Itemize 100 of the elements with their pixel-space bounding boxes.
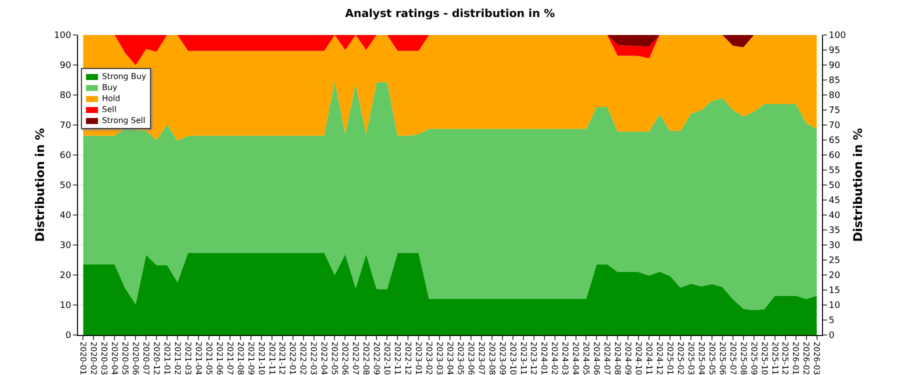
x-tick-label: 2023-05 [456,342,465,375]
x-tick-label: 2025-08 [738,342,748,375]
y2-tick-label: 5 [828,316,835,326]
x-tick-label: 2022-05 [330,342,340,375]
x-tick-label: 2023-06 [466,342,476,375]
x-tick-label: 2025-03 [686,342,696,375]
y2-tick-label: 0 [828,331,835,342]
y2-tick-label: 30 [828,241,841,252]
x-tick-label: 2022-03 [309,342,318,375]
x-tick-label: 2024-04 [571,342,580,375]
x-tick-label: 2023-12 [529,342,538,375]
y2-tick-label: 90 [828,61,841,72]
x-tick-label: 2024-12 [654,342,664,375]
x-tick-label: 2025-04 [696,342,706,375]
x-tick-label: 2025-12 [780,342,790,375]
x-tick-label: 2025-06 [718,342,727,375]
x-tick-label: 2024-03 [560,342,570,375]
x-tick-label: 2024-05 [582,342,591,375]
x-tick-label: 2026-02 [802,342,811,375]
x-tick-label: 2025-07 [728,342,738,375]
y2-tick-label: 75 [828,106,840,116]
x-tick-label: 2023-03 [434,342,444,375]
x-tick-label: 2024-07 [602,342,612,375]
y2-tick-label: 25 [828,256,840,266]
x-tick-label: 2025-02 [676,342,685,375]
legend-label: Hold [102,94,120,103]
y2-tick-label: 20 [828,271,841,282]
x-tick-label: 2022-09 [372,342,382,375]
legend-label: Strong Buy [102,72,146,81]
y-axis-title: Distribution in % [33,128,47,242]
x-tick-label: 2023-11 [518,342,528,375]
x-tick-label: 2020-01 [78,342,88,375]
x-tick-label: 2024-01 [540,342,549,375]
x-tick-label: 2020-05 [120,342,130,375]
x-tick-label: 2022-12 [403,342,412,375]
y2-tick-label: 45 [828,196,840,206]
x-tick-label: 2024-11 [644,342,654,375]
y2-tick-label: 35 [828,226,840,236]
x-tick-label: 2025-11 [770,342,780,375]
x-tick-label: 2023-07 [476,342,486,375]
x-tick-label: 2026-01 [791,342,800,375]
y2-tick-label: 85 [828,76,840,86]
x-tick-label: 2021-04 [194,342,203,375]
x-tick-label: 2026-03 [812,342,822,375]
y-tick-label: 10 [60,301,72,312]
y-tick-label: 0 [65,331,72,342]
x-tick-label: 2021-05 [204,342,214,375]
x-tick-label: 2024-08 [613,342,622,375]
x-tick-label: 2021-01 [162,342,172,375]
x-tick-label: 2021-03 [183,342,192,375]
x-tick-label: 2022-10 [382,342,392,375]
x-tick-label: 2021-10 [256,342,266,375]
y-tick-label: 30 [60,241,72,252]
y-tick-label: 20 [60,271,72,282]
x-tick-label: 2021-08 [236,342,245,375]
x-tick-label: 2022-08 [362,342,371,375]
y2-tick-label: 100 [828,31,846,42]
y2-tick-label: 70 [828,121,841,132]
x-tick-label: 2025-01 [665,342,674,375]
x-tick-label: 2022-01 [288,342,298,375]
x-tick-label: 2020-02 [89,342,98,375]
y2-tick-label: 95 [828,46,840,56]
x-tick-label: 2023-02 [424,342,434,375]
y2-tick-label: 50 [828,181,841,192]
legend-label: Sell [102,105,116,114]
y-tick-label: 60 [60,151,72,162]
x-tick-label: 2021-02 [172,342,182,375]
legend-label: Buy [102,83,118,92]
x-tick-label: 2021-07 [225,342,234,375]
x-tick-label: 2021-11 [267,342,276,375]
x-tick-label: 2022-04 [320,342,329,375]
x-tick-label: 2023-01 [414,342,423,375]
x-tick-label: 2021-12 [278,342,287,375]
x-tick-label: 2024-09 [624,342,633,375]
x-tick-label: 2020-07 [142,342,151,375]
y-tick-label: 100 [54,31,72,42]
x-tick-label: 2023-10 [508,342,518,375]
y2-tick-label: 10 [828,301,841,312]
y2-tick-label: 65 [828,136,840,146]
x-tick-label: 2020-12 [152,342,161,375]
y2-tick-label: 15 [828,286,840,296]
y-tick-label: 90 [60,61,72,72]
y2-tick-label: 60 [828,151,841,162]
x-tick-label: 2025-05 [707,342,716,375]
y2-tick-label: 55 [828,166,840,176]
x-tick-label: 2022-02 [298,342,308,375]
x-tick-label: 2023-04 [445,342,454,375]
x-tick-label: 2024-06 [592,342,602,375]
x-tick-label: 2020-04 [110,342,120,375]
x-tick-label: 2022-11 [393,342,402,375]
x-tick-label: 2020-03 [100,342,109,375]
x-tick-label: 2024-10 [634,342,644,375]
x-tick-label: 2023-09 [498,342,507,375]
y2-axis-title: Distribution in % [851,128,865,242]
y-tick-label: 70 [60,121,72,132]
x-tick-label: 2021-09 [246,342,256,375]
x-tick-label: 2022-07 [351,342,360,375]
y-tick-label: 50 [60,181,72,192]
x-tick-label: 2023-08 [487,342,496,375]
chart-title: Analyst ratings - distribution in % [345,7,555,20]
